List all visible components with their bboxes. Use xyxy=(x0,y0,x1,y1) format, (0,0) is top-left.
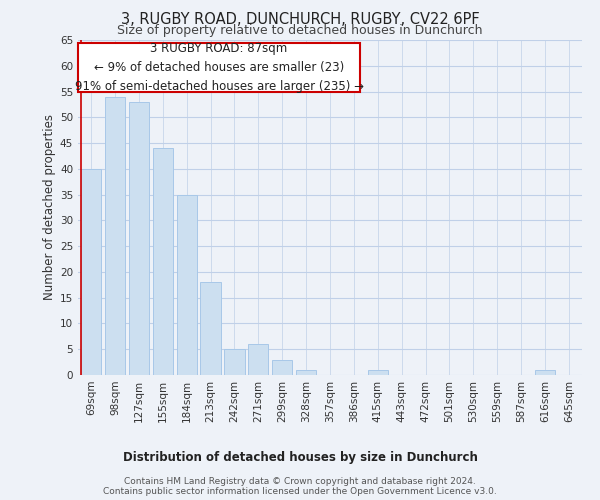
Bar xyxy=(105,96,125,375)
Text: Contains HM Land Registry data © Crown copyright and database right 2024.: Contains HM Land Registry data © Crown c… xyxy=(124,476,476,486)
Text: 3, RUGBY ROAD, DUNCHURCH, RUGBY, CV22 6PF: 3, RUGBY ROAD, DUNCHURCH, RUGBY, CV22 6P… xyxy=(121,12,479,28)
Text: Distribution of detached houses by size in Dunchurch: Distribution of detached houses by size … xyxy=(122,451,478,464)
Bar xyxy=(224,349,245,375)
Text: Size of property relative to detached houses in Dunchurch: Size of property relative to detached ho… xyxy=(117,24,483,37)
Bar xyxy=(248,344,268,375)
Y-axis label: Number of detached properties: Number of detached properties xyxy=(43,114,56,300)
Bar xyxy=(368,370,388,375)
Bar xyxy=(200,282,221,375)
Text: 3 RUGBY ROAD: 87sqm
← 9% of detached houses are smaller (23)
91% of semi-detache: 3 RUGBY ROAD: 87sqm ← 9% of detached hou… xyxy=(74,42,364,94)
Bar xyxy=(176,194,197,375)
Bar xyxy=(81,169,101,375)
Bar xyxy=(129,102,149,375)
Text: Contains public sector information licensed under the Open Government Licence v3: Contains public sector information licen… xyxy=(103,486,497,496)
Bar xyxy=(535,370,555,375)
Bar xyxy=(152,148,173,375)
Bar xyxy=(272,360,292,375)
Bar xyxy=(296,370,316,375)
FancyBboxPatch shape xyxy=(78,44,360,92)
